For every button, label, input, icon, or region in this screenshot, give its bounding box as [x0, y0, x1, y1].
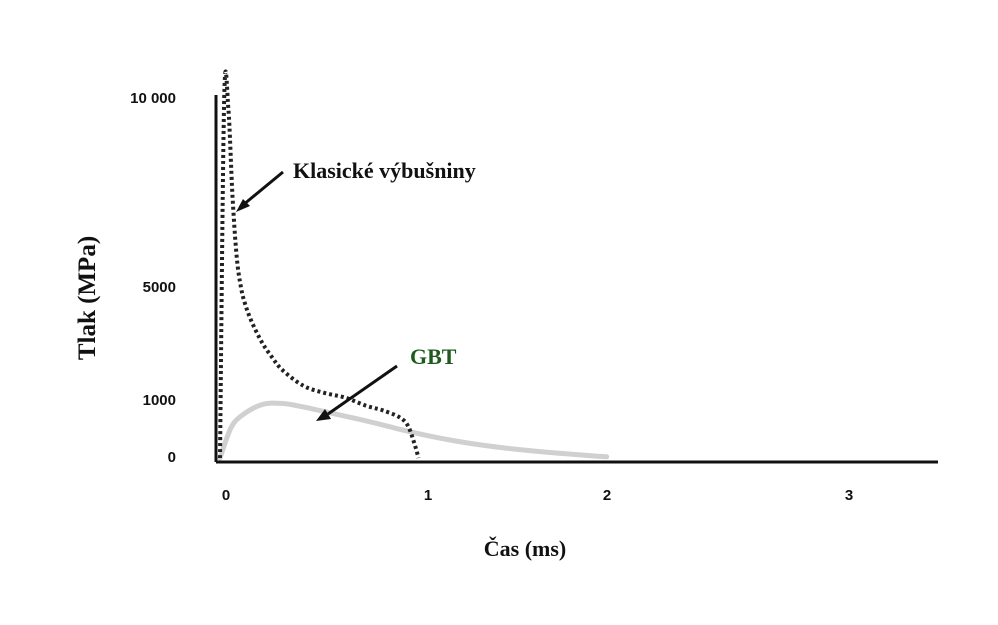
- y-tick-label: 0: [168, 449, 176, 466]
- arrow-to-gbt: [327, 364, 398, 416]
- axes: [214, 95, 938, 464]
- y-tick-label: 1000: [143, 392, 176, 409]
- series-line-gbt: [217, 400, 610, 461]
- x-tick-label: 1: [424, 487, 432, 504]
- x-axis-title: Čas (ms): [484, 536, 567, 561]
- annotation-klasicke-vybusniny: Klasické výbušniny: [293, 158, 476, 183]
- annotation-gbt: GBT: [410, 344, 457, 369]
- y-axis-title: Tlak (MPa): [74, 236, 101, 360]
- x-tick-label: 3: [845, 487, 853, 504]
- arrow-to-klasicke: [242, 170, 284, 207]
- arrowhead-gbt-icon: [316, 409, 331, 421]
- arrowhead-klasicke-icon: [236, 199, 250, 212]
- annotations: Klasické výbušniny GBT: [236, 158, 476, 421]
- series-line-klasicke-vybusniny: [218, 69, 421, 459]
- tick-labels: 0 1 2 3 0 1000 5000 10 000: [130, 90, 853, 504]
- y-tick-label: 10 000: [130, 90, 176, 107]
- y-tick-label: 5000: [143, 279, 176, 296]
- series-layer: [217, 69, 610, 461]
- x-tick-label: 0: [222, 487, 230, 504]
- x-tick-label: 2: [603, 487, 611, 504]
